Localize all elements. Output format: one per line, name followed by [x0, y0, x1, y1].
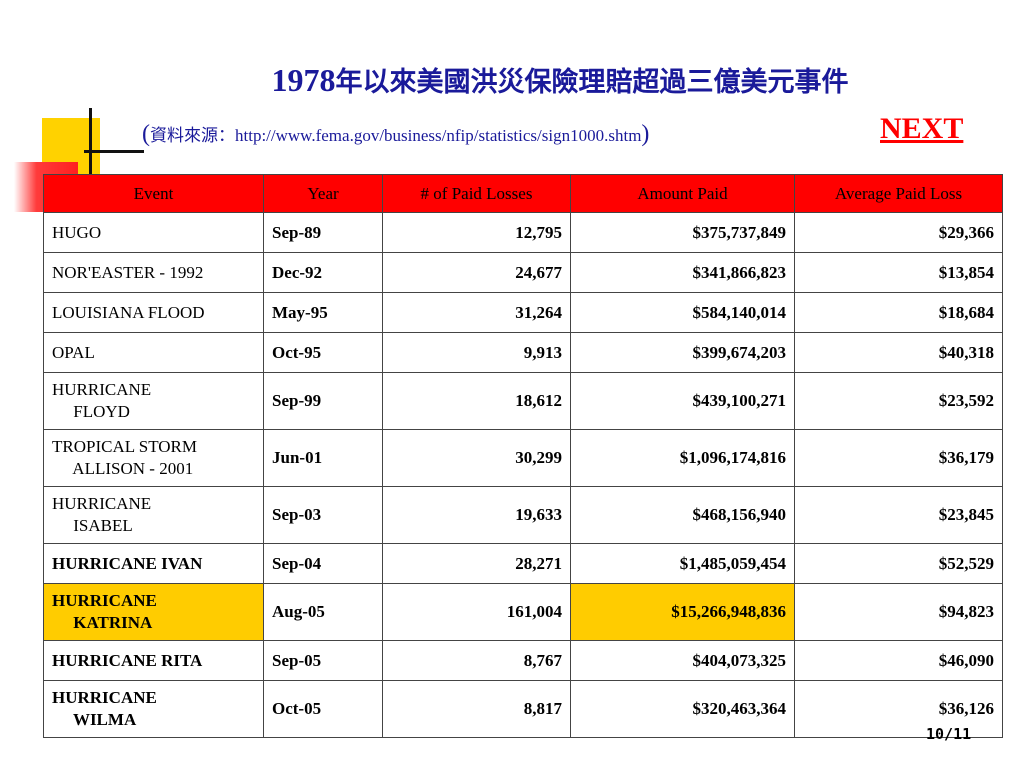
table-row: HURRICANE ISABEL Sep-03 19,633 $468,156,… [43, 486, 1003, 544]
year-cell: Jun-01 [263, 429, 383, 487]
source-label: 資料來源： [150, 126, 235, 146]
paid-losses-cell: 30,299 [382, 429, 571, 487]
amount-paid-cell: $375,737,849 [570, 212, 795, 253]
average-paid-loss-cell: $29,366 [794, 212, 1003, 253]
amount-paid-cell-highlighted: $15,266,948,836 [570, 583, 795, 641]
event-cell: HURRICANE RITA [43, 640, 264, 681]
table-row: TROPICAL STORM ALLISON - 2001 Jun-01 30,… [43, 429, 1003, 487]
year-cell: Sep-99 [263, 372, 383, 430]
year-cell: Sep-89 [263, 212, 383, 253]
amount-paid-cell: $468,156,940 [570, 486, 795, 544]
title-text: 年以來美國洪災保險理賠超過三億美元事件 [335, 67, 849, 98]
paid-losses-cell: 18,612 [382, 372, 571, 430]
table-header-row: Event Year # of Paid Losses Amount Paid … [43, 174, 1003, 213]
paid-losses-cell: 28,271 [382, 543, 571, 584]
year-cell: Sep-05 [263, 640, 383, 681]
average-paid-loss-cell: $23,592 [794, 372, 1003, 430]
amount-paid-cell: $584,140,014 [570, 292, 795, 333]
page-number: 10/11 [926, 725, 972, 743]
year-cell: Dec-92 [263, 252, 383, 293]
year-cell: Sep-03 [263, 486, 383, 544]
average-paid-loss-cell: $94,823 [794, 583, 1003, 641]
amount-paid-cell: $341,866,823 [570, 252, 795, 293]
source-url: http://www.fema.gov/business/nfip/statis… [235, 126, 642, 145]
decorative-vertical-line [89, 108, 92, 230]
average-paid-loss-cell: $46,090 [794, 640, 1003, 681]
header-amount-paid: Amount Paid [570, 174, 795, 213]
average-paid-loss-cell: $18,684 [794, 292, 1003, 333]
paid-losses-cell: 19,633 [382, 486, 571, 544]
event-cell: NOR'EASTER - 1992 [43, 252, 264, 293]
table-row: HURRICANE WILMA Oct-05 8,817 $320,463,36… [43, 680, 1003, 738]
year-cell: Oct-05 [263, 680, 383, 738]
table-row: HUGO Sep-89 12,795 $375,737,849 $29,366 [43, 212, 1003, 253]
paid-losses-cell: 24,677 [382, 252, 571, 293]
header-paid-losses: # of Paid Losses [382, 174, 571, 213]
amount-paid-cell: $399,674,203 [570, 332, 795, 373]
paid-losses-cell: 31,264 [382, 292, 571, 333]
paid-losses-cell: 9,913 [382, 332, 571, 373]
average-paid-loss-cell: $36,126 [794, 680, 1003, 738]
event-cell: LOUISIANA FLOOD [43, 292, 264, 333]
average-paid-loss-cell: $36,179 [794, 429, 1003, 487]
table-row: NOR'EASTER - 1992 Dec-92 24,677 $341,866… [43, 252, 1003, 293]
paid-losses-cell: 8,767 [382, 640, 571, 681]
flood-claims-table: Event Year # of Paid Losses Amount Paid … [43, 174, 1003, 738]
table-row: HURRICANE IVAN Sep-04 28,271 $1,485,059,… [43, 543, 1003, 584]
event-cell: HURRICANE FLOYD [43, 372, 264, 430]
table-row: HURRICANE RITA Sep-05 8,767 $404,073,325… [43, 640, 1003, 681]
year-cell: Aug-05 [263, 583, 383, 641]
year-cell: May-95 [263, 292, 383, 333]
table-row-highlighted: HURRICANE KATRINA Aug-05 161,004 $15,266… [43, 583, 1003, 641]
header-average-paid-loss: Average Paid Loss [794, 174, 1003, 213]
amount-paid-cell: $404,073,325 [570, 640, 795, 681]
header-year: Year [263, 174, 383, 213]
average-paid-loss-cell: $40,318 [794, 332, 1003, 373]
amount-paid-cell: $1,485,059,454 [570, 543, 795, 584]
header-event: Event [43, 174, 264, 213]
title-year: 1978 [271, 62, 336, 98]
average-paid-loss-cell: $23,845 [794, 486, 1003, 544]
amount-paid-cell: $1,096,174,816 [570, 429, 795, 487]
event-cell: OPAL [43, 332, 264, 373]
average-paid-loss-cell: $13,854 [794, 252, 1003, 293]
next-link[interactable]: NEXT [880, 112, 964, 145]
average-paid-loss-cell: $52,529 [794, 543, 1003, 584]
event-cell: HURRICANE WILMA [43, 680, 264, 738]
event-cell: HUGO [43, 212, 264, 253]
event-cell: HURRICANE IVAN [43, 543, 264, 584]
paid-losses-cell: 161,004 [382, 583, 571, 641]
event-cell: HURRICANE ISABEL [43, 486, 264, 544]
event-cell-highlighted: HURRICANE KATRINA [43, 583, 264, 641]
paid-losses-cell: 8,817 [382, 680, 571, 738]
table-row: HURRICANE FLOYD Sep-99 18,612 $439,100,2… [43, 372, 1003, 430]
slide-title: 1978年以來美國洪災保險理賠超過三億美元事件 [140, 60, 980, 103]
amount-paid-cell: $439,100,271 [570, 372, 795, 430]
event-cell: TROPICAL STORM ALLISON - 2001 [43, 429, 264, 487]
table-row: LOUISIANA FLOOD May-95 31,264 $584,140,0… [43, 292, 1003, 333]
year-cell: Oct-95 [263, 332, 383, 373]
source-line: (資料來源：http://www.fema.gov/business/nfip/… [142, 120, 649, 150]
amount-paid-cell: $320,463,364 [570, 680, 795, 738]
table-row: OPAL Oct-95 9,913 $399,674,203 $40,318 [43, 332, 1003, 373]
paid-losses-cell: 12,795 [382, 212, 571, 253]
source-open-paren: ( [142, 121, 150, 147]
year-cell: Sep-04 [263, 543, 383, 584]
source-close-paren: ) [641, 121, 650, 147]
decorative-horizontal-line [84, 150, 144, 153]
